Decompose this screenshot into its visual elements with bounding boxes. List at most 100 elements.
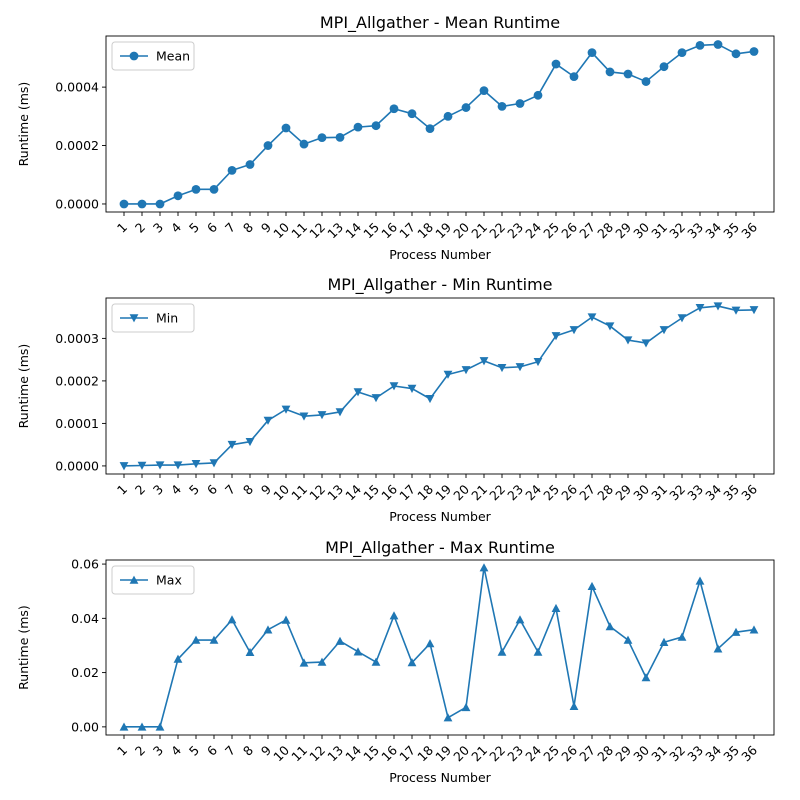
x-tick-label: 2 [132,220,148,236]
data-point [443,370,453,379]
data-point [353,122,363,132]
plot-area-frame [105,297,775,475]
x-axis-label: Process Number [389,247,491,262]
data-point [209,184,219,194]
legend-box [111,565,195,595]
data-point [515,99,525,108]
x-tick-label: 36 [738,219,760,241]
data-point [281,123,291,133]
chart-title: MPI_Allgather - Mean Runtime [320,13,560,33]
data-point [731,306,741,315]
x-tick-label: 7 [222,482,238,498]
chart-panel-3: MPI_Allgather - Max Runtime 0.00 0.02 0.04 0… [16,538,775,785]
legend-label: Mean [156,49,190,64]
data-point [605,322,615,331]
y-tick-label: 0.0001 [55,416,99,431]
data-point [659,62,669,72]
data-point [479,86,489,96]
data-point [515,363,525,372]
y-tick-label: 0.0002 [55,138,99,153]
y-tick-label: 0.0000 [55,196,99,211]
y-axis-label: Runtime (ms) [16,344,31,429]
data-point [191,635,201,644]
legend-box [111,303,195,333]
y-tick-label: 0.0004 [55,80,99,95]
x-tick-label: 6 [204,219,220,235]
series-line [123,305,755,467]
data-point [641,77,651,86]
data-point [461,366,471,375]
x-tick-label: 2 [132,482,148,498]
x-tick-label: 5 [186,482,202,498]
data-point [389,104,399,114]
data-point [569,326,579,335]
x-tick-label: 4 [168,742,184,758]
legend-box [111,41,195,71]
data-point [335,636,345,645]
data-point [533,358,543,367]
data-point [317,133,327,143]
x-tick-label: 3 [150,220,166,236]
x-tick-label: 6 [204,481,220,497]
data-point [119,722,129,731]
data-point [245,160,255,169]
data-point [119,462,129,471]
data-point [371,394,381,403]
data-point [263,625,273,634]
y-tick-label: 0.0000 [55,458,99,473]
legend: Max [111,565,195,595]
data-point [479,357,489,366]
data-point [137,722,147,731]
data-point [227,615,237,624]
data-point [533,647,543,656]
data-point [407,384,417,393]
data-point [263,416,273,425]
data-point [119,199,129,209]
data-point [443,111,453,121]
data-point [443,713,453,722]
data-point [173,654,183,663]
x-tick-label: 8 [240,219,256,235]
data-point [389,611,399,620]
data-point [713,302,723,311]
x-tick-label: 1 [114,743,130,759]
data-point [317,657,327,666]
data-point [551,603,561,613]
data-point [173,191,183,201]
data-point [749,47,759,56]
x-axis-label: Process Number [389,770,491,785]
data-point [263,141,273,150]
data-point [371,657,381,666]
data-point [605,67,615,77]
y-tick-label: 0.0002 [55,373,99,388]
plot-area-frame [105,35,775,213]
x-tick-label: 36 [738,742,760,764]
x-tick-label: 8 [240,481,256,497]
data-point [425,124,435,134]
x-tick-label: 7 [222,220,238,236]
data-point [677,314,687,323]
legend-marker-swatch [129,575,139,584]
data-point [587,48,597,58]
data-point [533,90,543,100]
data-point [281,615,291,624]
x-tick-label: 36 [738,481,760,503]
data-point [425,639,435,648]
data-point [335,408,345,417]
legend-label: Min [156,311,178,326]
data-point [497,363,507,373]
y-tick-label: 0.0003 [55,331,99,346]
data-point [587,581,597,591]
data-point [695,304,705,313]
x-tick-label: 3 [150,482,166,498]
data-point [515,615,525,624]
data-point [353,647,363,656]
y-axis-label: Runtime (ms) [16,605,31,690]
data-point [641,673,651,682]
y-tick-label: 0.06 [71,557,99,572]
data-point [155,461,165,470]
y-axis-label: Runtime (ms) [16,82,31,167]
data-point [299,658,309,667]
series-line [124,43,755,205]
data-point [461,702,471,712]
